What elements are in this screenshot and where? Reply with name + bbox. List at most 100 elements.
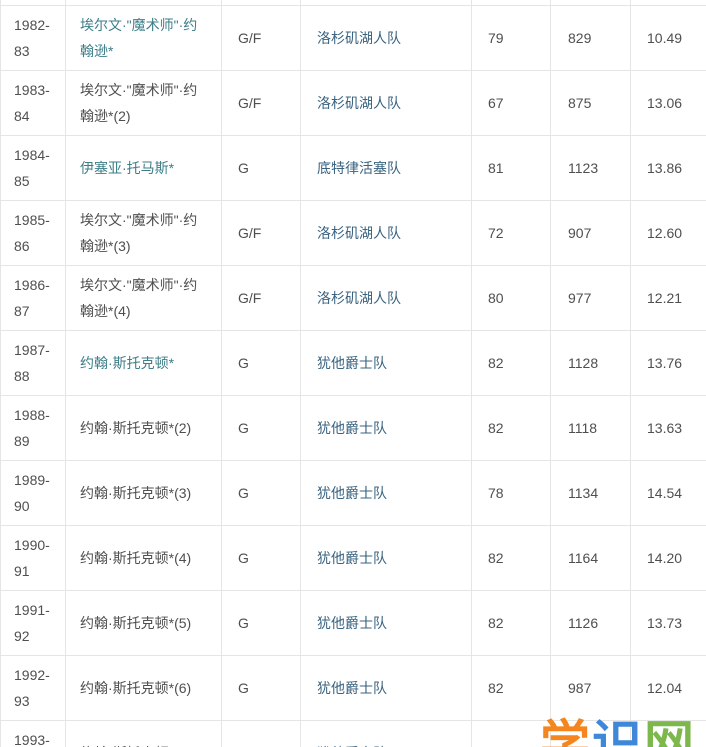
total-assists-cell: 1126 <box>550 590 631 656</box>
season-cell: 1989-90 <box>0 460 66 526</box>
total-assists-cell: 1031 <box>550 720 631 747</box>
assists-average-cell: 10.49 <box>630 5 706 71</box>
position-cell: G <box>221 720 301 747</box>
player-link[interactable]: 伊塞亚·托马斯* <box>80 160 175 176</box>
total-assists-cell: 829 <box>550 5 631 71</box>
position-cell: G/F <box>221 200 301 266</box>
team-cell: 犹他爵士队 <box>300 525 472 591</box>
season-cell: 1987-88 <box>0 330 66 396</box>
season-cell: 1986-87 <box>0 265 66 331</box>
total-assists-cell: 1123 <box>550 135 631 201</box>
position-cell: G/F <box>221 265 301 331</box>
season-cell: 1988-89 <box>0 395 66 461</box>
games-played-cell: 82 <box>471 330 551 396</box>
season-cell: 1992-93 <box>0 655 66 721</box>
player-cell: 约翰·斯托克顿* <box>65 330 222 396</box>
team-link[interactable]: 犹他爵士队 <box>317 485 387 501</box>
player-cell: 约翰·斯托克顿*(7) <box>65 720 222 747</box>
season-cell: 1984-85 <box>0 135 66 201</box>
games-played-cell: 78 <box>471 460 551 526</box>
games-played-cell: 82 <box>471 655 551 721</box>
team-link[interactable]: 底特律活塞队 <box>317 160 401 176</box>
table-row: 1984-85 伊塞亚·托马斯* G 底特律活塞队 81 1123 13.86 <box>0 135 706 201</box>
position-cell: G <box>221 330 301 396</box>
team-link[interactable]: 洛杉矶湖人队 <box>317 95 401 111</box>
position-cell: G <box>221 590 301 656</box>
season-cell: 1982-83 <box>0 5 66 71</box>
assists-average-cell: 12.04 <box>630 655 706 721</box>
team-link[interactable]: 洛杉矶湖人队 <box>317 30 401 46</box>
team-link[interactable]: 犹他爵士队 <box>317 550 387 566</box>
season-cell: 1985-86 <box>0 200 66 266</box>
assists-average-cell: 13.63 <box>630 395 706 461</box>
season-cell: 1991-92 <box>0 590 66 656</box>
team-cell: 底特律活塞队 <box>300 135 472 201</box>
table-row: 1993-94约翰·斯托克顿*(7)G 犹他爵士队 82103112.57 <box>0 720 706 747</box>
player-cell: 埃尔文·"魔术师"·约翰逊*(2) <box>65 70 222 136</box>
table-row: 1986-87 埃尔文·"魔术师"·约翰逊*(4) G/F 洛杉矶湖人队 80 977 12… <box>0 265 706 331</box>
team-cell: 犹他爵士队 <box>300 590 472 656</box>
player-cell: 约翰·斯托克顿*(5) <box>65 590 222 656</box>
team-cell: 洛杉矶湖人队 <box>300 70 472 136</box>
total-assists-cell: 1164 <box>550 525 631 591</box>
team-link[interactable]: 犹他爵士队 <box>317 420 387 436</box>
position-cell: G/F <box>221 70 301 136</box>
team-cell: 犹他爵士队 <box>300 330 472 396</box>
position-cell: G <box>221 460 301 526</box>
games-played-cell: 82 <box>471 395 551 461</box>
team-cell: 犹他爵士队 <box>300 720 472 747</box>
assists-average-cell: 13.73 <box>630 590 706 656</box>
assists-average-cell: 12.60 <box>630 200 706 266</box>
table-row: 1982-83 埃尔文·"魔术师"·约翰逊* G/F 洛杉矶湖人队 79 829 10.49 <box>0 5 706 71</box>
clipped-previous-row <box>0 0 706 6</box>
team-link[interactable]: 犹他爵士队 <box>317 615 387 631</box>
team-link[interactable]: 犹他爵士队 <box>317 745 387 747</box>
team-cell: 犹他爵士队 <box>300 655 472 721</box>
total-assists-cell: 987 <box>550 655 631 721</box>
assists-average-cell: 14.20 <box>630 525 706 591</box>
player-cell: 埃尔文·"魔术师"·约翰逊*(3) <box>65 200 222 266</box>
table-row: 1989-90 约翰·斯托克顿*(3) G 犹他爵士队 78 1134 14.54 <box>0 460 706 526</box>
team-cell: 洛杉矶湖人队 <box>300 265 472 331</box>
assists-average-cell: 12.21 <box>630 265 706 331</box>
player-cell: 伊塞亚·托马斯* <box>65 135 222 201</box>
games-played-cell: 81 <box>471 135 551 201</box>
table-row: 1983-84 埃尔文·"魔术师"·约翰逊*(2) G/F 洛杉矶湖人队 67 875 13… <box>0 70 706 136</box>
player-link[interactable]: 埃尔文·"魔术师"·约翰逊* <box>80 17 198 59</box>
table-row: 1992-93 约翰·斯托克顿*(6) G 犹他爵士队 82 987 12.04 <box>0 655 706 721</box>
player-cell: 约翰·斯托克顿*(6) <box>65 655 222 721</box>
table-row: 1985-86 埃尔文·"魔术师"·约翰逊*(3) G/F 洛杉矶湖人队 72 907 12… <box>0 200 706 266</box>
season-cell: 1983-84 <box>0 70 66 136</box>
total-assists-cell: 1134 <box>550 460 631 526</box>
team-link[interactable]: 洛杉矶湖人队 <box>317 290 401 306</box>
player-link[interactable]: 约翰·斯托克顿* <box>80 355 175 371</box>
total-assists-cell: 977 <box>550 265 631 331</box>
team-cell: 洛杉矶湖人队 <box>300 5 472 71</box>
table-row: 1988-89 约翰·斯托克顿*(2) G 犹他爵士队 82 1118 13.63 <box>0 395 706 461</box>
table-row: 1991-92 约翰·斯托克顿*(5) G 犹他爵士队 82 1126 13.73 <box>0 590 706 656</box>
player-cell: 约翰·斯托克顿*(2) <box>65 395 222 461</box>
assists-average-cell: 14.54 <box>630 460 706 526</box>
team-link[interactable]: 犹他爵士队 <box>317 680 387 696</box>
games-played-cell: 82 <box>471 720 551 747</box>
player-cell: 约翰·斯托克顿*(3) <box>65 460 222 526</box>
assists-average-cell: 12.57 <box>630 720 706 747</box>
total-assists-cell: 907 <box>550 200 631 266</box>
games-played-cell: 72 <box>471 200 551 266</box>
games-played-cell: 67 <box>471 70 551 136</box>
total-assists-cell: 1128 <box>550 330 631 396</box>
table-row: 1987-88 约翰·斯托克顿* G 犹他爵士队 82 1128 13.76 <box>0 330 706 396</box>
games-played-cell: 79 <box>471 5 551 71</box>
team-cell: 犹他爵士队 <box>300 395 472 461</box>
position-cell: G <box>221 135 301 201</box>
player-cell: 埃尔文·"魔术师"·约翰逊*(4) <box>65 265 222 331</box>
games-played-cell: 82 <box>471 590 551 656</box>
team-link[interactable]: 洛杉矶湖人队 <box>317 225 401 241</box>
team-link[interactable]: 犹他爵士队 <box>317 355 387 371</box>
position-cell: G <box>221 655 301 721</box>
position-cell: G/F <box>221 5 301 71</box>
player-cell: 约翰·斯托克顿*(4) <box>65 525 222 591</box>
total-assists-cell: 1118 <box>550 395 631 461</box>
assists-average-cell: 13.06 <box>630 70 706 136</box>
